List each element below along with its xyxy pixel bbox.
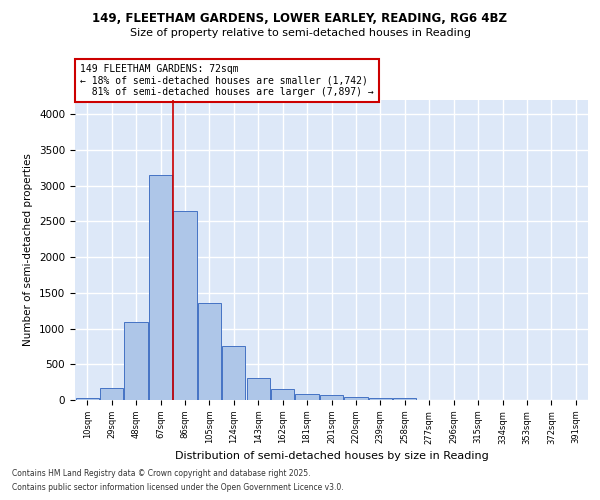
Bar: [344, 397, 368, 400]
Text: Size of property relative to semi-detached houses in Reading: Size of property relative to semi-detach…: [130, 28, 470, 38]
Text: 149 FLEETHAM GARDENS: 72sqm
← 18% of semi-detached houses are smaller (1,742)
  : 149 FLEETHAM GARDENS: 72sqm ← 18% of sem…: [80, 64, 374, 97]
Bar: [247, 378, 270, 400]
Bar: [222, 346, 245, 400]
Bar: [124, 322, 148, 400]
Y-axis label: Number of semi-detached properties: Number of semi-detached properties: [23, 154, 34, 346]
Text: Contains HM Land Registry data © Crown copyright and database right 2025.: Contains HM Land Registry data © Crown c…: [12, 468, 311, 477]
Bar: [393, 398, 416, 400]
Bar: [149, 175, 172, 400]
Bar: [100, 388, 123, 400]
Bar: [173, 212, 197, 400]
Bar: [369, 398, 392, 400]
Bar: [295, 394, 319, 400]
Text: 149, FLEETHAM GARDENS, LOWER EARLEY, READING, RG6 4BZ: 149, FLEETHAM GARDENS, LOWER EARLEY, REA…: [92, 12, 508, 26]
Text: Contains public sector information licensed under the Open Government Licence v3: Contains public sector information licen…: [12, 484, 344, 492]
Bar: [76, 398, 99, 400]
Bar: [271, 389, 294, 400]
Bar: [198, 303, 221, 400]
X-axis label: Distribution of semi-detached houses by size in Reading: Distribution of semi-detached houses by …: [175, 450, 488, 460]
Bar: [320, 396, 343, 400]
